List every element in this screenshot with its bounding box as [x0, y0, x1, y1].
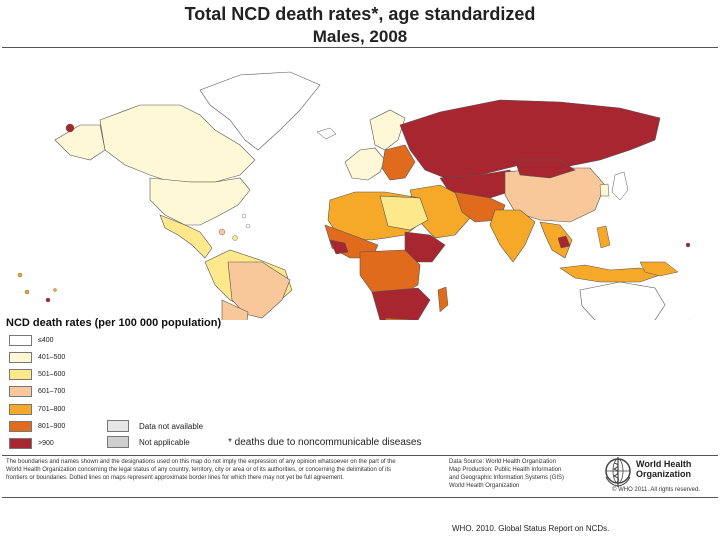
region-russia — [399, 99, 661, 181]
source-line: and Geographic Information Systems (GIS) — [449, 475, 565, 481]
data-source: Data Source: World Health Organization M… — [449, 458, 599, 490]
region-egypt-libya — [379, 195, 429, 231]
region-australia — [579, 281, 666, 320]
region-japan — [611, 171, 629, 201]
legend-not-applicable: Not applicable — [107, 436, 190, 448]
region-southern-africa — [371, 287, 431, 320]
who-name: World Health Organization — [636, 459, 692, 479]
legend-label: 401–500 — [38, 353, 66, 361]
region-mexico-central-america — [159, 214, 213, 259]
legend-swatch — [107, 420, 129, 432]
region-usa — [149, 177, 251, 226]
legend-label: >900 — [38, 439, 54, 447]
legend-label: Data not available — [139, 421, 204, 431]
legend-item: ≤400 — [9, 334, 54, 346]
copyright-text: © WHO 2011. All rights reserved. — [612, 487, 701, 493]
region-alaska — [54, 124, 106, 161]
legend-item: 701–800 — [9, 403, 65, 415]
region-madagascar — [437, 286, 449, 313]
region-western-europe — [344, 147, 386, 181]
legend-swatch — [9, 368, 32, 380]
legend-swatch — [9, 385, 32, 397]
legend-data-not-available: Data not available — [107, 420, 203, 432]
title-divider — [2, 47, 718, 48]
region-korea — [599, 183, 610, 197]
legend-label: 801–900 — [38, 422, 66, 430]
region-papua — [639, 261, 679, 277]
region-brazil — [227, 261, 291, 319]
region-west-africa-coast — [329, 239, 349, 255]
region-caribbean — [218, 228, 226, 236]
disclaimer-text: The boundaries and names shown and the d… — [6, 459, 396, 481]
region-greenland — [199, 71, 321, 151]
legend-swatch — [9, 351, 32, 363]
region-india — [489, 209, 536, 263]
citation-text: WHO. 2010. Global Status Report on NCDs. — [452, 524, 610, 533]
legend-label: ≤400 — [38, 336, 54, 344]
region-southeast-asia — [539, 221, 573, 259]
legend-item: 501–600 — [9, 368, 65, 380]
legend-swatch — [9, 420, 32, 432]
region-canada — [99, 104, 256, 183]
legend-swatch — [9, 334, 32, 346]
legend-swatch — [9, 437, 32, 449]
legend-title: NCD death rates (per 100 000 population) — [6, 317, 222, 329]
legend-swatch — [9, 403, 32, 415]
source-line: Map Production: Public Health Informatio… — [449, 467, 562, 473]
legend-item: 801–900 — [9, 420, 65, 432]
who-emblem-icon — [605, 457, 631, 487]
footer-divider — [2, 455, 718, 456]
source-line: World Health Organization — [449, 483, 520, 489]
legend-label: 501–600 — [38, 370, 66, 378]
legend-item: 401–500 — [9, 351, 65, 363]
region-mongolia — [514, 159, 576, 179]
map-subtitle: Males, 2008 — [312, 27, 408, 46]
region-philippines — [596, 225, 611, 249]
bottom-divider — [2, 497, 718, 498]
region-scandinavia — [369, 109, 406, 151]
region-south-africa — [384, 317, 416, 320]
legend-swatch — [107, 436, 129, 448]
region-southern-cone — [221, 299, 249, 320]
legend-label: Not applicable — [139, 437, 190, 447]
legend-item: >900 — [9, 437, 54, 449]
footnote: * deaths due to noncommunicable diseases — [228, 437, 422, 448]
legend-label: 701–800 — [38, 405, 66, 413]
source-line: Data Source: World Health Organization — [449, 459, 556, 465]
region-iceland — [316, 127, 337, 140]
region-eastern-europe — [381, 144, 416, 181]
legend-label: 601–700 — [38, 387, 66, 395]
map-title: Total NCD death rates*, age standardized — [184, 4, 536, 24]
region-cambodia — [557, 235, 571, 249]
legend-item: 601–700 — [9, 385, 65, 397]
world-map — [17, 71, 691, 320]
